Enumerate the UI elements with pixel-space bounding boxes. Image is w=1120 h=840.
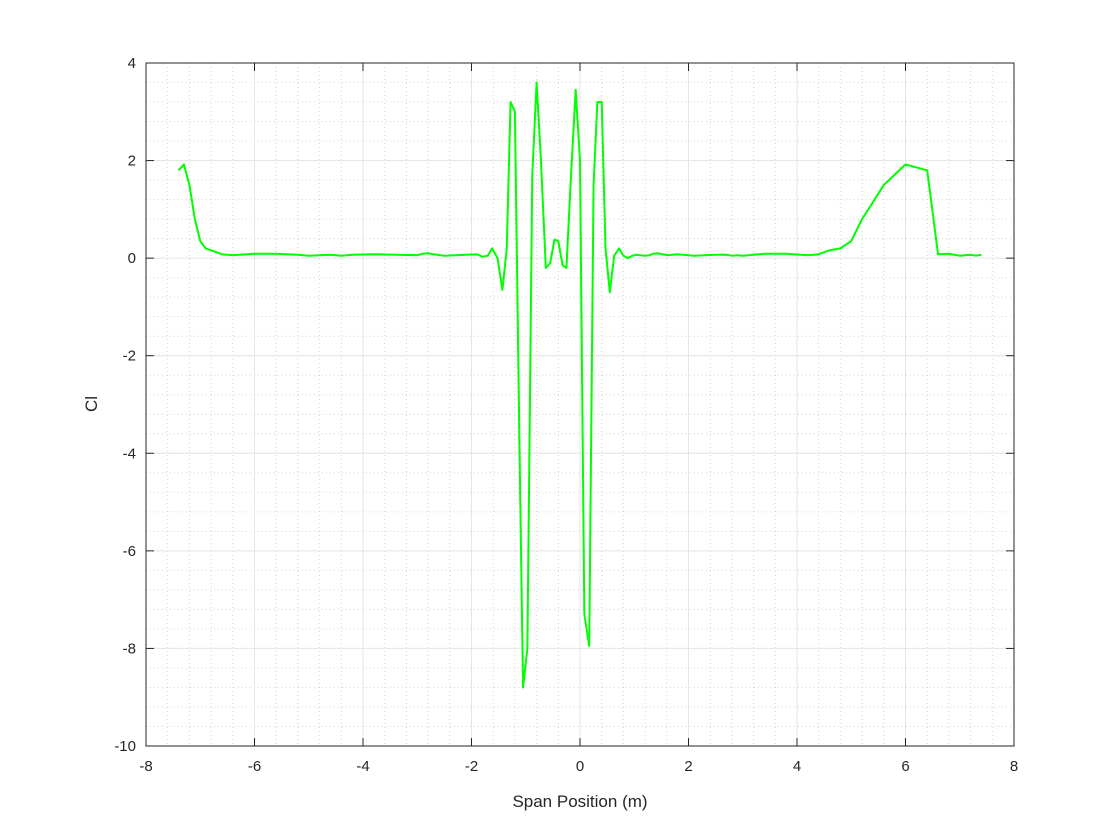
x-tick-label: -2 <box>465 758 478 775</box>
x-axis-label: Span Position (m) <box>512 792 647 811</box>
series-layer <box>177 81 982 689</box>
x-tick-label: -8 <box>139 758 152 775</box>
minor-grid <box>145 62 1015 747</box>
x-tick-label: 6 <box>901 758 909 775</box>
y-axis-label: Cl <box>82 396 101 412</box>
x-tick-label: 2 <box>684 758 692 775</box>
y-tick-label: -10 <box>114 738 136 755</box>
x-tick-label: -4 <box>356 758 369 775</box>
y-tick-label: -8 <box>123 640 136 657</box>
y-tick-label: 2 <box>128 153 136 170</box>
y-tick-label: -4 <box>123 445 136 462</box>
x-tick-label: 0 <box>576 758 584 775</box>
y-tick-label: 4 <box>128 55 136 72</box>
axis-ticks <box>145 62 1015 747</box>
series-line <box>177 81 982 689</box>
x-tick-labels: -8 -6 -4 -2 0 2 4 6 8 <box>139 758 1018 775</box>
y-tick-label: -6 <box>123 543 136 560</box>
x-tick-label: -6 <box>248 758 261 775</box>
y-tick-label: 0 <box>128 250 136 267</box>
x-tick-label: 8 <box>1010 758 1018 775</box>
y-tick-labels: -10 -8 -6 -4 -2 0 2 4 <box>114 55 136 755</box>
y-tick-label: -2 <box>123 348 136 365</box>
x-tick-label: 4 <box>793 758 801 775</box>
